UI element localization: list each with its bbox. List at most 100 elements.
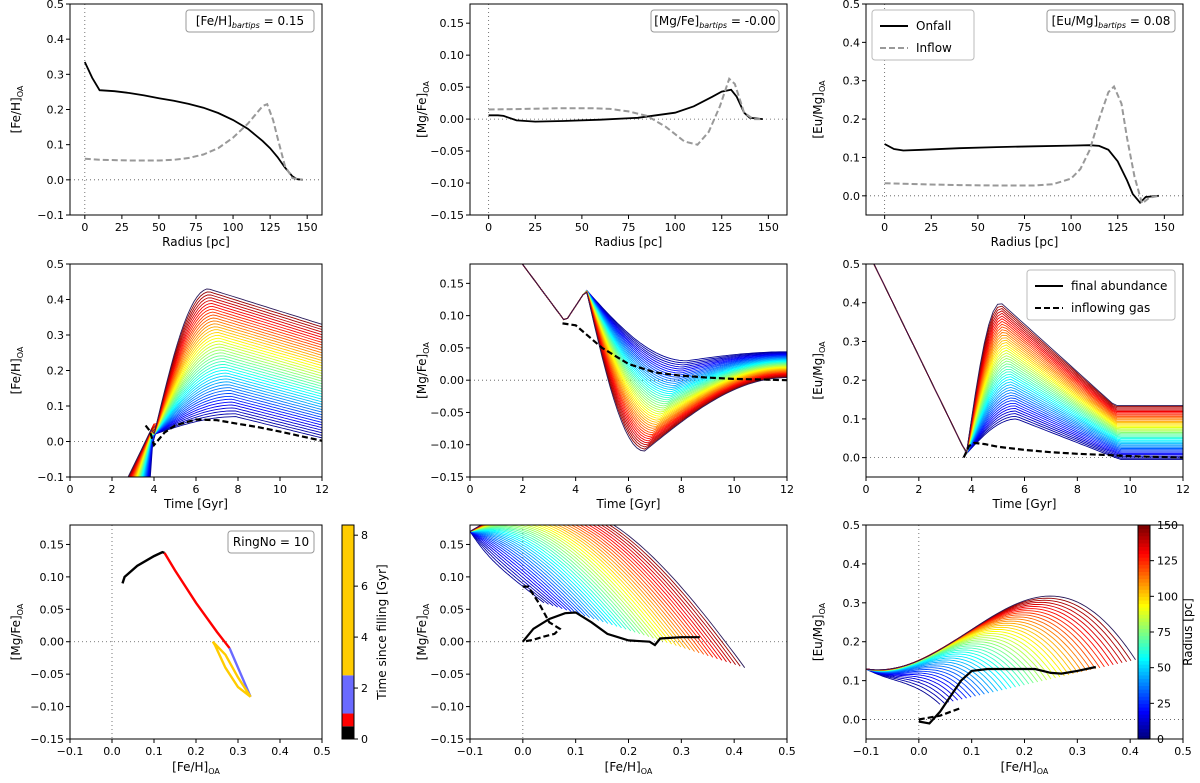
legend-label: Onfall (916, 19, 951, 33)
colorbar-step (1138, 571, 1150, 576)
y-axis-label-main: [Eu/Mg] (811, 615, 825, 662)
y-tick-label: 0.10 (40, 571, 65, 584)
colorbar-step (1138, 681, 1150, 687)
annotation-text: [Eu/Mg]bartips = 0.08 (1052, 14, 1171, 30)
x-tick-label: 6 (1021, 483, 1028, 496)
x-tick-label: 4 (572, 483, 579, 496)
annotation-sub: bartips (1098, 21, 1126, 30)
series-1-2-5-gyr (228, 647, 252, 698)
y-axis-label-sub: OA (16, 85, 25, 97)
colorbar-step (1138, 706, 1150, 712)
series-inflowing-gas (562, 322, 787, 382)
colorbar-step (1138, 656, 1150, 662)
radius-curve (470, 530, 613, 626)
radius-curve (470, 525, 727, 663)
radius-curve (470, 525, 718, 660)
series-onfall (83, 61, 303, 181)
y-axis-label-sub: OA (818, 341, 827, 353)
x-tick-label: 0.0 (514, 745, 532, 758)
radius-curve (140, 361, 322, 477)
colorbar-step (1138, 553, 1150, 558)
legend-label: final abundance (1071, 279, 1167, 293)
radius-curve (470, 531, 563, 610)
radius-curve (470, 525, 700, 654)
series-inflowing-gas (522, 585, 562, 643)
x-tick-label: 150 (1154, 221, 1175, 234)
legend-box (871, 9, 975, 61)
colorbar-step (1138, 632, 1150, 637)
y-tick-label: 0.00 (440, 636, 465, 649)
colorbar-tick-label: 0 (1157, 733, 1164, 746)
radius-curve (147, 404, 322, 477)
colorbar-tick-label: 2 (361, 682, 368, 695)
x-tick-label: 125 (711, 221, 732, 234)
radius-curve (521, 264, 787, 452)
colorbar-step (1138, 678, 1150, 683)
y-tick-label: 0.0 (47, 174, 65, 187)
x-tick-label: 0.1 (145, 745, 163, 758)
colorbar-step (1138, 724, 1150, 729)
x-axis-label-sub: OA (641, 767, 653, 776)
colorbar-segment (342, 525, 354, 676)
x-axis-label: [Fe/H]OA (1001, 760, 1049, 776)
y-tick-label: 0.5 (47, 0, 65, 11)
x-axis-label-main: [Fe/H] (1001, 760, 1037, 774)
radius-curve (470, 525, 650, 637)
x-tick-label: 75 (189, 221, 203, 234)
x-tick-label: 75 (1018, 221, 1032, 234)
radius-curve (470, 531, 604, 623)
x-tick-label: 10 (727, 483, 741, 496)
radius-curve (470, 531, 572, 613)
y-tick-label: 0.00 (440, 374, 465, 387)
radius-curve (470, 527, 636, 633)
y-tick-label: 0.5 (47, 258, 65, 271)
radius-curve (138, 352, 322, 477)
radius-curve (141, 366, 322, 477)
y-axis-label: [Fe/H]OA (9, 346, 25, 394)
radius-curve (141, 369, 322, 477)
series-0-0-5-gyr (121, 550, 165, 584)
radius-curve (470, 525, 732, 664)
x-tick-label: 50 (152, 221, 166, 234)
x-tick-label: 0.5 (1174, 745, 1192, 758)
y-tick-label: 0.00 (40, 636, 65, 649)
radius-curve (142, 372, 322, 477)
panel-p8: −0.1 0.0 0.1 0.2 0.3 0.4 0.5 −0.15 −0.10 −0.05 0.0… (415, 524, 796, 776)
series-onfall (488, 88, 763, 123)
radius-curve (137, 343, 322, 477)
x-tick-label: 100 (223, 221, 244, 234)
radius-curve (470, 525, 645, 636)
plot-area (70, 288, 322, 477)
x-tick-label: 0.0 (103, 745, 121, 758)
colorbar-step (1138, 592, 1150, 597)
colorbar-tick-label: 150 (1157, 519, 1178, 532)
radius-curve (866, 595, 1136, 671)
y-axis-label-sub: OA (422, 81, 431, 93)
colorbar-step (1138, 624, 1150, 630)
colorbar-step (1138, 674, 1150, 679)
legend-label: Inflow (916, 41, 952, 55)
radius-curve (146, 398, 322, 477)
radius-curve (470, 525, 741, 667)
series-inflowing-gas (918, 706, 962, 721)
y-tick-label: 0.0 (843, 452, 861, 465)
radius-curve (142, 375, 322, 477)
x-axis-label: Radius [pc] (595, 235, 663, 249)
y-tick-label: −0.15 (30, 733, 64, 746)
colorbar-step (1138, 642, 1150, 647)
y-tick-label: 0.1 (843, 413, 861, 426)
colorbar-radius: 0 25 50 75 100 125 150 Radius [pc] (1137, 519, 1195, 746)
colorbar-tick-label: 100 (1157, 590, 1178, 603)
radius-curve (866, 668, 941, 705)
x-tick-label: 12 (1176, 483, 1190, 496)
radius-curve (140, 363, 322, 477)
radius-curve (145, 392, 322, 477)
colorbar-step (1138, 721, 1150, 726)
y-tick-label: 0.4 (47, 294, 65, 307)
radius-curve (470, 525, 654, 639)
annotation-text: RingNo = 10 (233, 535, 309, 549)
x-tick-label: 0 (485, 221, 492, 234)
x-tick-label: −0.1 (57, 745, 84, 758)
colorbar-step (1138, 557, 1150, 562)
plot-area (866, 264, 1183, 461)
